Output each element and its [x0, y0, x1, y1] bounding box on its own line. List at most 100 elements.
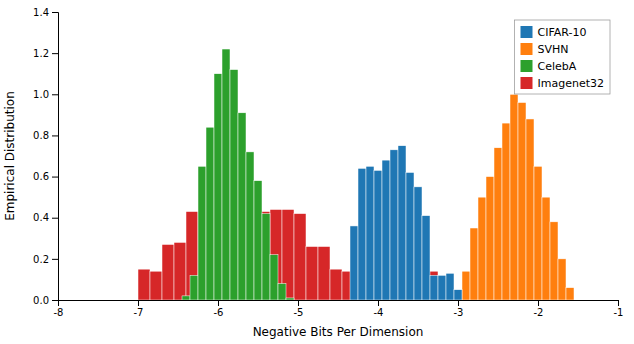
tick: 1.2 [33, 48, 58, 59]
histogram-bar [350, 226, 358, 300]
legend-label: SVHN [538, 43, 569, 56]
histogram-bar [494, 148, 502, 300]
histogram-bar [542, 197, 550, 300]
histogram-bar [286, 298, 294, 300]
legend-item: CIFAR-10 [521, 26, 587, 39]
bars [138, 49, 574, 300]
tick-mark [52, 94, 58, 95]
histogram-bar [414, 187, 422, 300]
histogram-bar [182, 296, 190, 300]
histogram-bar [294, 214, 306, 300]
legend-item: SVHN [521, 43, 569, 56]
legend-label: CIFAR-10 [538, 26, 587, 39]
histogram-bar [518, 103, 526, 300]
tick: 0.8 [33, 130, 58, 141]
y-axis: 0.0 0.2 0.4 0.6 0.8 1.0 1.2 1.4 [33, 7, 58, 306]
histogram-bar [150, 271, 162, 300]
histogram-series [350, 146, 462, 300]
tick-label: -2 [534, 307, 544, 318]
legend-label: CelebA [538, 60, 577, 73]
legend-item: Imagenet32 [521, 77, 605, 90]
histogram-bar [534, 166, 542, 300]
tick-label: -4 [374, 307, 384, 318]
tick: 0.2 [33, 254, 58, 265]
tick-label: -1 [614, 307, 624, 318]
histogram-bar [438, 275, 446, 300]
legend-swatch [521, 77, 533, 89]
tick-label: -5 [294, 307, 304, 318]
tick-mark [52, 135, 58, 136]
histogram-bar [478, 197, 486, 300]
tick: 1.0 [33, 89, 58, 100]
tick-mark [218, 300, 219, 306]
tick: -6 [214, 300, 224, 318]
histogram-bar [566, 288, 574, 300]
histogram-bar [454, 290, 462, 300]
histogram-bar [214, 74, 222, 300]
histogram-bar [186, 212, 198, 300]
tick: -3 [454, 300, 464, 318]
histogram-bar [422, 216, 430, 300]
tick: -5 [294, 300, 304, 318]
histogram-bar [330, 269, 342, 300]
y-axis-title: Empirical Distribution [3, 91, 17, 221]
tick-mark [52, 12, 58, 13]
tick: -7 [134, 300, 144, 318]
legend-label: Imagenet32 [538, 77, 605, 90]
histogram-bar [510, 94, 518, 300]
tick-label: -8 [54, 307, 64, 318]
histogram-bar [206, 127, 214, 300]
legend-item: CelebA [521, 60, 577, 73]
tick: 0.6 [33, 171, 58, 182]
tick-mark [52, 259, 58, 260]
histogram-bar [198, 166, 206, 300]
tick-label: 0.8 [33, 130, 49, 141]
histogram-bar [430, 275, 438, 300]
histogram-series [462, 94, 574, 300]
tick-mark [52, 218, 58, 219]
histogram-bar [230, 70, 238, 300]
tick-mark [298, 300, 299, 306]
tick-mark [458, 300, 459, 306]
tick-label: 1.2 [33, 48, 49, 59]
tick: -1 [614, 300, 624, 318]
histogram-bar [238, 113, 246, 300]
legend-swatch [521, 43, 533, 55]
tick-label: -7 [134, 307, 144, 318]
histogram-bar [358, 168, 366, 300]
tick-mark [618, 300, 619, 306]
histogram-bar [254, 181, 262, 300]
tick: -8 [54, 300, 64, 318]
x-axis: -8 -7 -6 -5 -4 -3 -2 -1 [54, 300, 624, 318]
histogram-bar [174, 242, 186, 300]
histogram-bar [406, 172, 414, 300]
tick: 0.4 [33, 212, 58, 223]
histogram-bar [398, 146, 406, 300]
x-axis-title: Negative Bits Per Dimension [253, 325, 424, 339]
tick-label: -6 [214, 307, 224, 318]
histogram-bar [486, 177, 494, 300]
tick-mark [138, 300, 139, 306]
histogram-bar [318, 247, 330, 300]
legend-swatch [521, 60, 533, 72]
histogram-bar [262, 214, 270, 300]
histogram-bar [390, 150, 398, 300]
chart: -8 -7 -6 -5 -4 -3 -2 -1 0.0 0.2 0.4 0.6 0.8 1.0 1.2 1.4… [0, 0, 634, 344]
histogram-bar [306, 247, 318, 300]
histogram-bar [190, 275, 198, 300]
histogram-bar [270, 255, 278, 300]
tick-mark [538, 300, 539, 306]
histogram-bar [374, 170, 382, 300]
histogram-bar [278, 284, 286, 300]
tick-label: 1.0 [33, 89, 49, 100]
histogram-bar [222, 49, 230, 300]
tick-label: 0.0 [33, 295, 49, 306]
legend-swatch [521, 26, 533, 38]
tick: 1.4 [33, 7, 58, 18]
tick: -4 [374, 300, 384, 318]
tick: -2 [534, 300, 544, 318]
histogram-bar [470, 228, 478, 300]
histogram-bar [446, 273, 454, 300]
tick-mark [52, 177, 58, 178]
histogram-bar [138, 269, 150, 300]
